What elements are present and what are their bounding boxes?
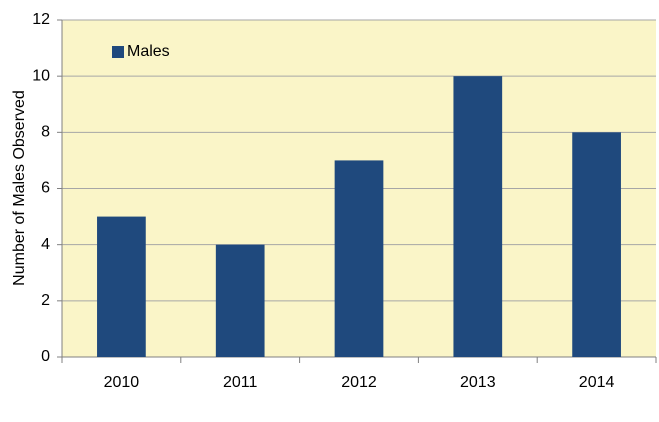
y-tick-label: 0 bbox=[41, 348, 50, 365]
x-tick-label: 2014 bbox=[579, 374, 615, 391]
y-tick-label: 4 bbox=[41, 236, 50, 253]
y-tick-label: 2 bbox=[41, 292, 50, 309]
bar bbox=[97, 216, 146, 357]
x-tick-label: 2013 bbox=[460, 374, 496, 391]
y-tick-label: 8 bbox=[41, 124, 50, 141]
bar bbox=[334, 160, 384, 357]
x-tick-label: 2010 bbox=[104, 374, 140, 391]
y-tick-label: 6 bbox=[41, 180, 50, 197]
bar bbox=[572, 132, 621, 357]
y-axis-title: Number of Males Observed bbox=[11, 90, 28, 286]
y-tick-label: 10 bbox=[32, 67, 50, 84]
bar bbox=[453, 76, 503, 358]
legend-label: Males bbox=[127, 43, 170, 60]
x-tick-label: 2012 bbox=[341, 374, 377, 391]
bar bbox=[215, 244, 265, 357]
legend-swatch bbox=[112, 46, 124, 58]
x-tick-label: 2011 bbox=[223, 374, 258, 391]
y-tick-label: 12 bbox=[32, 11, 50, 28]
